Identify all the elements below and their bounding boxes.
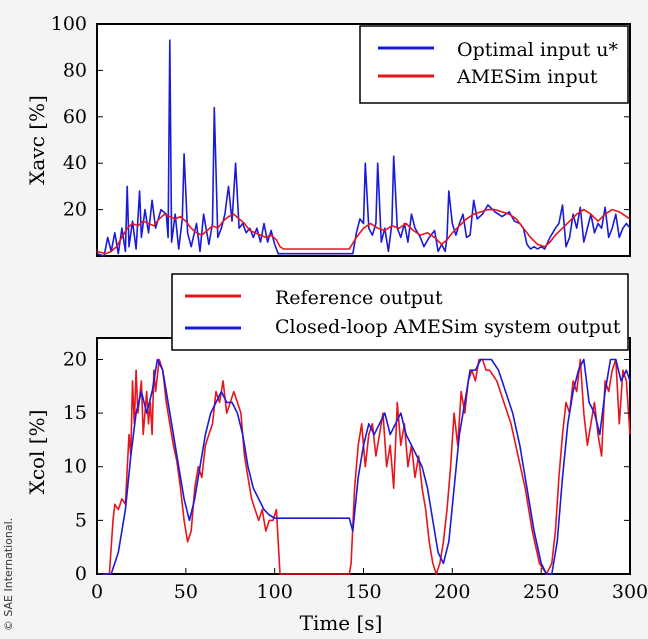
- top-y-tick-label: 80: [63, 59, 87, 81]
- bottom-y-tick-label: 15: [63, 402, 87, 424]
- top-y-tick-label: 40: [63, 152, 87, 174]
- top-series-0-line: [96, 39, 631, 257]
- bottom-x-tick-label: 50: [174, 581, 198, 603]
- top-legend-box: [359, 25, 629, 104]
- top-chart-panel: 20 40 60 80 100 Xavc [%] Optimal input u* AM…: [25, 13, 631, 257]
- top-y-tick-label: 60: [63, 106, 87, 128]
- top-y-axis-label: Xavc [%]: [25, 95, 49, 185]
- bottom-legend: Reference output Closed-loop AMESim syst…: [171, 273, 629, 351]
- bottom-series-1-line: [97, 358, 631, 575]
- bottom-y-axis-label: Xcol [%]: [25, 410, 49, 495]
- bottom-y-tick-label: 0: [75, 563, 87, 585]
- top-legend: Optimal input u* AMESim input: [359, 25, 629, 104]
- top-series-1-line: [96, 208, 631, 255]
- top-y-tick-label: 100: [51, 13, 87, 35]
- bottom-y-tick-label: 20: [63, 348, 87, 370]
- bottom-y-tick-label: 10: [63, 456, 87, 478]
- bottom-legend-box: [171, 273, 629, 351]
- bottom-x-tick-label: 300: [612, 581, 648, 603]
- bottom-x-tick-label: 200: [434, 581, 470, 603]
- bottom-x-tick-label: 100: [257, 581, 293, 603]
- bottom-legend-label-closed-loop: Closed-loop AMESim system output: [275, 316, 621, 338]
- bottom-x-tick-label: 0: [91, 581, 103, 603]
- bottom-legend-label-reference: Reference output: [275, 287, 443, 309]
- bottom-x-tick-label: 250: [523, 581, 559, 603]
- bottom-chart-panel: 0 5 10 15 20 0 50 100 150 200 250 300 Xcol [%] Tim…: [25, 273, 648, 635]
- bottom-series-0-line: [97, 358, 631, 575]
- top-legend-label-optimal: Optimal input u*: [457, 39, 619, 61]
- bottom-x-tick-label: 150: [345, 581, 381, 603]
- top-legend-label-amesim: AMESim input: [456, 66, 598, 88]
- top-y-tick-label: 20: [63, 199, 87, 221]
- bottom-y-tick-label: 5: [75, 509, 87, 531]
- x-axis-label: Time [s]: [300, 611, 383, 635]
